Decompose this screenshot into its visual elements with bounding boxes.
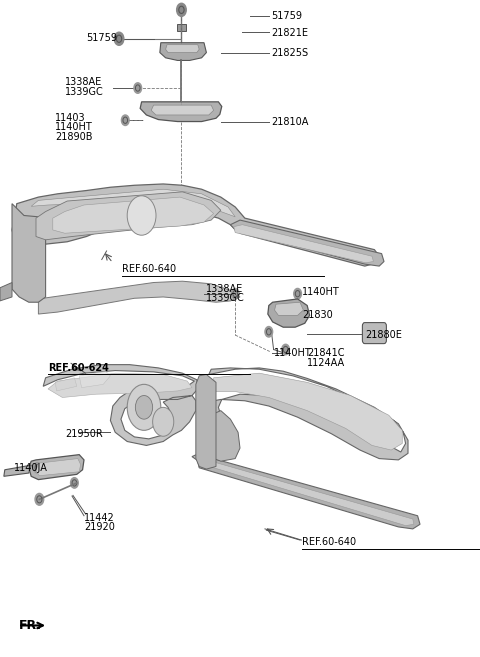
Text: 21810A: 21810A [271, 116, 309, 127]
Polygon shape [53, 197, 214, 233]
Text: 1124AA: 1124AA [307, 357, 345, 368]
Circle shape [35, 493, 44, 505]
Polygon shape [166, 45, 199, 53]
Circle shape [134, 83, 142, 93]
Text: 1338AE: 1338AE [65, 77, 102, 87]
Polygon shape [48, 373, 192, 397]
Circle shape [282, 344, 289, 355]
Polygon shape [38, 281, 240, 314]
Circle shape [177, 3, 186, 16]
Polygon shape [36, 192, 221, 240]
Polygon shape [177, 24, 186, 31]
Text: 11403: 11403 [55, 113, 86, 124]
Circle shape [121, 115, 129, 125]
Circle shape [231, 288, 239, 299]
Text: REF.60-640: REF.60-640 [122, 264, 177, 275]
Polygon shape [196, 374, 216, 469]
Polygon shape [12, 204, 46, 302]
Circle shape [127, 196, 156, 235]
Text: 21880E: 21880E [365, 330, 402, 340]
Polygon shape [192, 368, 408, 463]
Polygon shape [198, 457, 420, 529]
Polygon shape [79, 371, 110, 388]
Text: 21830: 21830 [302, 310, 333, 321]
Text: 1140HT: 1140HT [302, 286, 340, 297]
Circle shape [71, 478, 78, 488]
Circle shape [294, 288, 301, 299]
Text: REF.60-624: REF.60-624 [48, 363, 109, 373]
Text: 1140HT: 1140HT [55, 122, 93, 133]
Text: 21950R: 21950R [65, 428, 103, 439]
Polygon shape [0, 283, 12, 301]
Polygon shape [275, 302, 303, 315]
Polygon shape [230, 220, 384, 266]
Text: 51759: 51759 [271, 11, 302, 22]
Circle shape [34, 463, 41, 473]
Polygon shape [201, 461, 414, 526]
Polygon shape [29, 455, 84, 480]
Circle shape [265, 327, 273, 337]
Text: REF.60-640: REF.60-640 [302, 537, 357, 547]
Text: 1140HT: 1140HT [274, 348, 312, 359]
Circle shape [135, 396, 153, 419]
FancyBboxPatch shape [362, 323, 386, 344]
Polygon shape [160, 43, 206, 60]
Circle shape [153, 407, 174, 436]
Text: 11442: 11442 [84, 512, 115, 523]
Polygon shape [43, 365, 198, 445]
Polygon shape [214, 373, 402, 450]
Text: 1140JA: 1140JA [14, 463, 48, 473]
Polygon shape [55, 378, 77, 391]
Text: 51759: 51759 [86, 33, 118, 43]
Text: 21825S: 21825S [271, 47, 308, 58]
Text: 21821E: 21821E [271, 28, 308, 38]
Text: 21890B: 21890B [55, 131, 93, 142]
Polygon shape [140, 102, 222, 122]
Text: 21841C: 21841C [307, 348, 345, 359]
Polygon shape [234, 225, 373, 263]
Polygon shape [199, 411, 240, 461]
Circle shape [114, 32, 124, 45]
Text: 1339GC: 1339GC [206, 293, 245, 304]
Text: 21920: 21920 [84, 522, 115, 532]
Polygon shape [31, 189, 235, 217]
Text: FR.: FR. [19, 619, 42, 632]
Polygon shape [36, 459, 81, 476]
Polygon shape [4, 465, 31, 476]
Polygon shape [12, 184, 379, 266]
Text: 1338AE: 1338AE [206, 284, 244, 294]
Polygon shape [151, 105, 214, 115]
Polygon shape [268, 299, 310, 327]
Text: 1339GC: 1339GC [65, 87, 104, 97]
Circle shape [127, 384, 161, 430]
